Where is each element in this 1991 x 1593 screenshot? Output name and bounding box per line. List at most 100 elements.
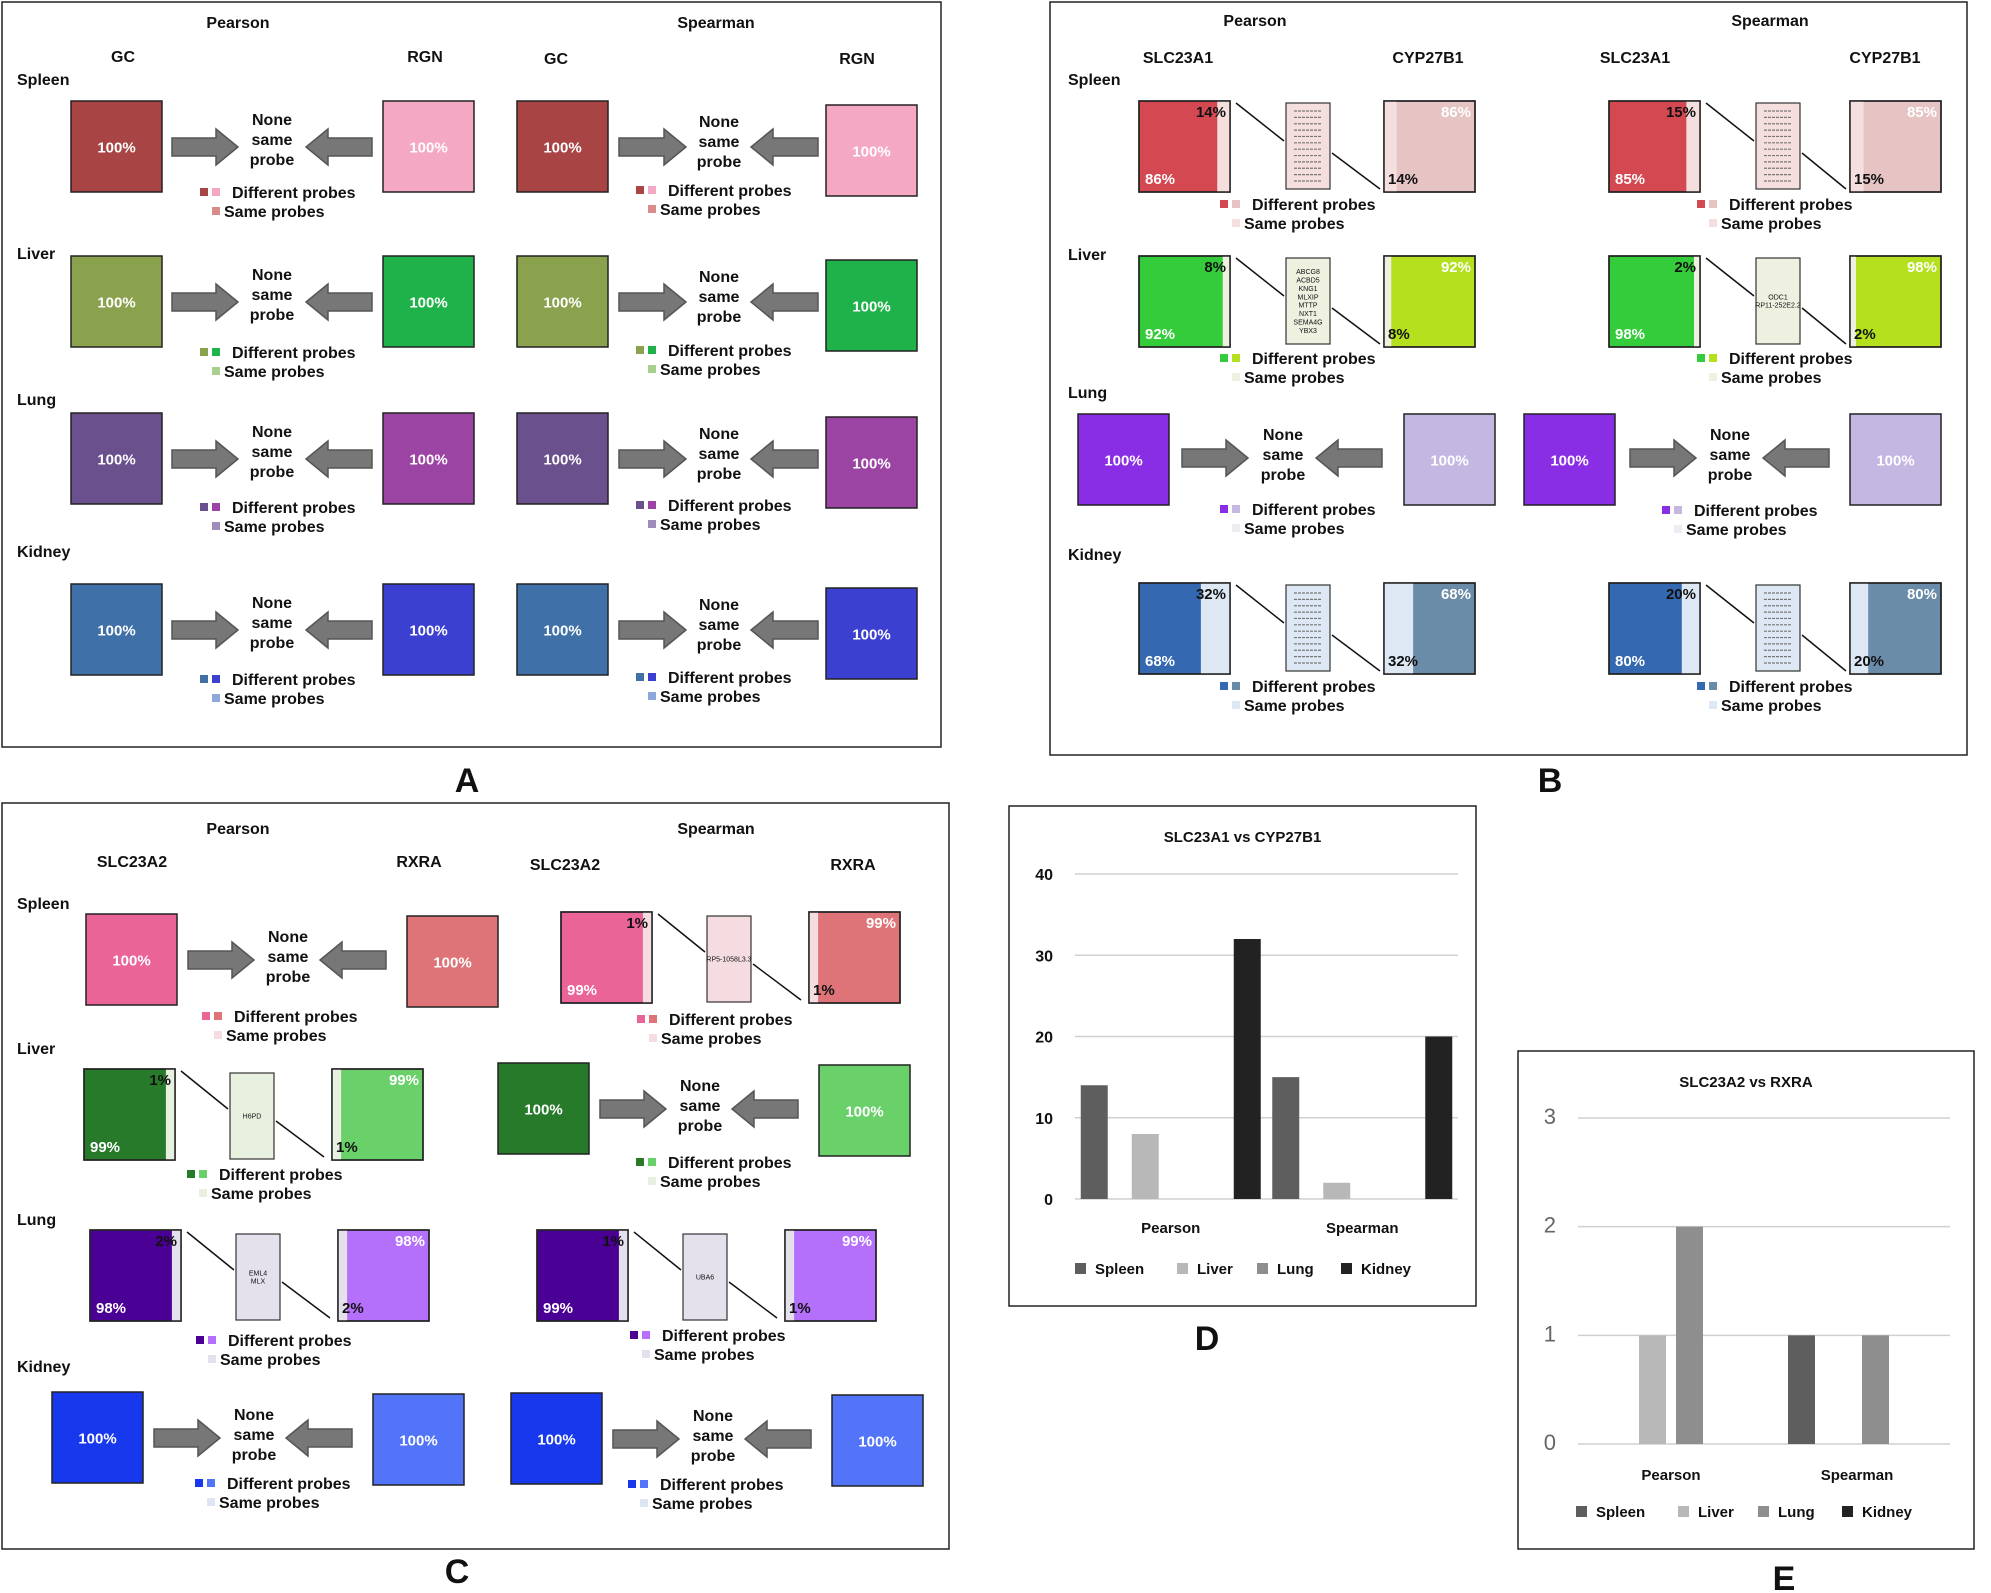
none-same-probe-text: None same probe — [697, 114, 742, 171]
legend-swatch-left — [1697, 354, 1705, 362]
percent-label: 100% — [537, 1432, 575, 1449]
square-outline — [1849, 255, 1942, 348]
legend-swatch-right — [207, 1479, 215, 1487]
none-same-probe-text: None same probe — [1261, 427, 1306, 484]
connector-line — [1801, 634, 1847, 672]
same-probes-label: Same probes — [660, 517, 761, 534]
square-outline — [784, 1229, 877, 1322]
probe-legend: Different probes Same probes — [636, 343, 792, 379]
small-percent: 2% — [1854, 326, 1876, 343]
different-probes-label: Different probes — [1729, 351, 1853, 368]
gene-right-square — [406, 915, 499, 1008]
connector-line — [281, 1281, 331, 1319]
chart-legend: Spleen Liver Lung Kidney — [1576, 1504, 1913, 1521]
arrow-left-icon — [284, 1418, 353, 1458]
none-label: None — [268, 929, 308, 946]
connector-line — [1705, 584, 1755, 624]
legend-swatch-right — [640, 1480, 648, 1488]
small-percent: 1% — [813, 982, 835, 999]
bar-liver-pearson — [1131, 1134, 1159, 1199]
square-frame — [784, 1229, 877, 1322]
same-probe-share — [1694, 256, 1700, 347]
percent-label: 100% — [1550, 453, 1588, 470]
main-percent: 99% — [543, 1300, 573, 1317]
split-probe-square: 85% 15% — [1608, 100, 1701, 193]
legend-swatch-same — [1709, 373, 1717, 381]
gene-left-square — [516, 255, 609, 348]
gene-name: KNG1 — [1298, 286, 1317, 293]
same-probes-label: Same probes — [220, 1352, 321, 1369]
legend-label: Spleen — [1596, 1504, 1645, 1521]
arrow-right-icon — [187, 940, 256, 980]
pearson-heading: Pearson — [1223, 13, 1286, 30]
small-percent: 8% — [1388, 326, 1410, 343]
square-frame — [1383, 100, 1476, 193]
small-percent: 1% — [626, 915, 648, 932]
connector-line — [1331, 307, 1381, 345]
split-probe-square: 80% 20% — [1849, 582, 1942, 675]
probe-legend: Different probes Same probes — [200, 185, 356, 221]
same-label: same — [699, 289, 740, 306]
none-label: None — [234, 1407, 274, 1424]
legend-swatch-same — [648, 1177, 656, 1185]
y-tick-label: 30 — [1035, 948, 1053, 965]
percent-label: 100% — [1430, 453, 1468, 470]
category-label: Spearman — [1326, 1220, 1399, 1237]
legend-label: Lung — [1778, 1504, 1815, 1521]
same-probes-label: Same probes — [1721, 698, 1822, 715]
same-probe-share — [171, 1230, 181, 1321]
none-same-probe-text: None same probe — [250, 424, 295, 481]
different-probes-label: Different probes — [668, 670, 792, 687]
connector-line — [657, 913, 706, 953]
probe-legend: Different probes Same probes — [1697, 351, 1853, 387]
shared-gene-list-box: H6PD — [229, 1072, 275, 1160]
small-percent: 20% — [1666, 586, 1696, 603]
gene-left-square — [1077, 413, 1170, 506]
legend-label: Lung — [1277, 1261, 1314, 1278]
probe-legend: Different probes Same probes — [1697, 197, 1853, 233]
tissue-label: Lung — [17, 1212, 56, 1229]
gene-name: MLXIP — [1297, 294, 1318, 301]
probe-legend: Different probes Same probes — [200, 500, 356, 536]
legend-swatch-right — [648, 673, 656, 681]
square-outline — [560, 911, 653, 1004]
different-probes-label: Different probes — [232, 672, 356, 689]
gene-left-square — [516, 583, 609, 676]
gene-name: RP11-252E2.2 — [1755, 303, 1801, 310]
split-probe-square: 80% 20% — [1608, 582, 1701, 675]
percent-label: 100% — [433, 955, 471, 972]
tissue-label: Liver — [1068, 247, 1106, 264]
bar-chart-0: SLC23A1 vs CYP27B1 0 10 20 30 40 Pearson Spearm… — [1008, 805, 1477, 1358]
main-percent: 92% — [1441, 259, 1471, 276]
pearson-heading: Pearson — [206, 821, 269, 838]
same-probes-label: Same probes — [660, 1174, 761, 1191]
legend-swatch — [1177, 1263, 1188, 1274]
same-probes-label: Same probes — [211, 1186, 312, 1203]
different-probes-label: Different probes — [232, 185, 356, 202]
gene-box — [1755, 102, 1801, 190]
legend-swatch-right — [212, 675, 220, 683]
tissue-label: Kidney — [17, 544, 70, 561]
legend-swatch-left — [1697, 200, 1705, 208]
bar-kidney-spearman — [1425, 1036, 1453, 1199]
connector-line — [633, 1231, 682, 1271]
connector-line — [186, 1231, 235, 1271]
legend-swatch-same — [1232, 373, 1240, 381]
probe-legend: Different probes Same probes — [200, 672, 356, 708]
legend-swatch-same — [1232, 701, 1240, 709]
legend-swatch-left — [196, 1336, 204, 1344]
legend-swatch-left — [200, 188, 208, 196]
different-probes-label: Different probes — [1252, 679, 1376, 696]
panel-letter: E — [1773, 1560, 1796, 1593]
main-percent: 80% — [1907, 586, 1937, 603]
split-probe-square: 86% 14% — [1383, 100, 1476, 193]
gene-left-square — [51, 1391, 144, 1484]
probe-legend: Different probes Same probes — [1220, 502, 1376, 538]
probe-legend: Different probes Same probes — [1220, 679, 1376, 715]
legend-swatch-right — [1232, 682, 1240, 690]
panel-b-row-lung: Lung 100% None same probe 100% Different probe… — [1068, 385, 1942, 539]
probe-legend: Different probes Same probes — [630, 1328, 786, 1364]
bar-lung-spearman — [1862, 1335, 1889, 1444]
panel-letter-c: C — [445, 1553, 470, 1591]
